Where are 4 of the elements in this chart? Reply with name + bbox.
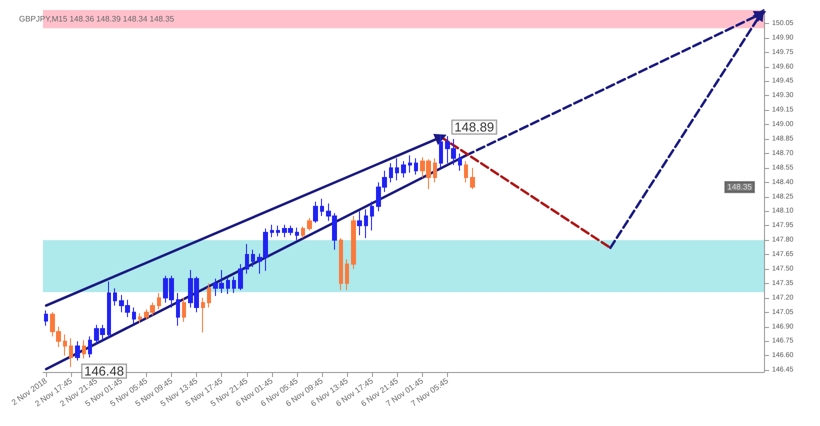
text: GBPJPY,M15 148.36 148.39 148.34 148.35 <box>19 14 175 24</box>
annotation: 146.48 <box>84 364 124 379</box>
annotation: 148.89 <box>454 120 494 135</box>
annotation: 148.35 <box>727 182 752 192</box>
